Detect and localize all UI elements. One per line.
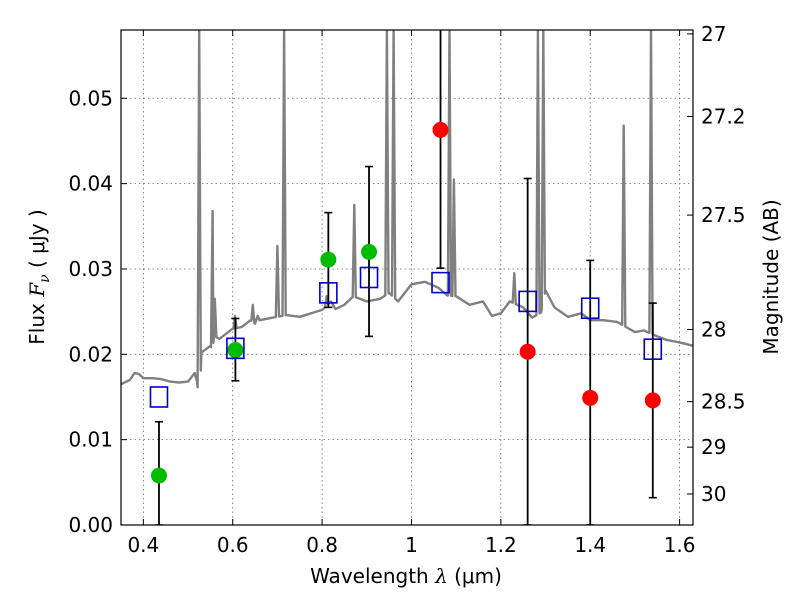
y-tick-label: 0.00 (68, 513, 113, 537)
y2-axis-label: Magnitude (AB) (759, 199, 783, 354)
y2-axis-ticks: 27 27.2 27.5 28 28.5 29 30 (687, 22, 746, 506)
x-axis-ticks: 0.4 0.6 0.8 1 1.2 1.4 1.6 (127, 30, 696, 557)
model-photometry-square (580, 297, 600, 320)
x-tick-label: 1.4 (574, 533, 606, 557)
y2-tick-label: 27.5 (701, 203, 746, 227)
y-tick-label: 0.04 (68, 172, 113, 196)
x-tick-label: 1 (405, 533, 418, 557)
plot-frame (120, 29, 694, 526)
detection-point (361, 243, 378, 260)
model-photometry-square (226, 337, 245, 360)
model-spectrum-line (121, 30, 693, 389)
x-tick-label: 0.6 (217, 533, 249, 557)
y-tick-label: 0.02 (68, 342, 113, 366)
non-detection-point (519, 343, 536, 360)
detection-point (150, 467, 167, 484)
model-photometry-square (359, 266, 379, 289)
x-tick-label: 1.6 (664, 533, 696, 557)
x-tick-label: 0.4 (127, 533, 159, 557)
model-photometry-square (319, 282, 338, 304)
model-photometry-square (431, 271, 450, 294)
non-detection-point (644, 392, 661, 409)
y2-tick-label: 27 (701, 22, 726, 46)
y2-tick-label: 30 (701, 482, 726, 506)
y2-tick-label: 28 (701, 317, 726, 341)
data-markers (149, 121, 663, 484)
model-photometry-square (643, 338, 663, 360)
model-photometry-square (518, 290, 537, 313)
y2-tick-label: 29 (701, 435, 726, 459)
model-photometry-square (149, 386, 169, 408)
x-tick-label: 1.2 (485, 533, 517, 557)
model-spectrum (121, 30, 693, 389)
y-tick-label: 0.03 (68, 257, 113, 281)
y2-tick-label: 27.2 (701, 104, 746, 128)
detection-point (320, 251, 337, 268)
y-tick-label: 0.01 (68, 428, 113, 452)
y-axis-label: Flux Fν ( μJy ) (25, 209, 53, 344)
x-tick-label: 0.8 (306, 533, 338, 557)
non-detection-point (432, 121, 449, 138)
non-detection-point (582, 389, 599, 406)
y2-tick-label: 28.5 (701, 390, 746, 414)
detection-point (227, 342, 244, 359)
y-tick-label: 0.05 (68, 86, 113, 110)
x-axis-label: Wavelength λ (μm) (310, 564, 502, 588)
y-axis-ticks: 0.00 0.01 0.02 0.03 0.04 0.05 (68, 86, 127, 537)
